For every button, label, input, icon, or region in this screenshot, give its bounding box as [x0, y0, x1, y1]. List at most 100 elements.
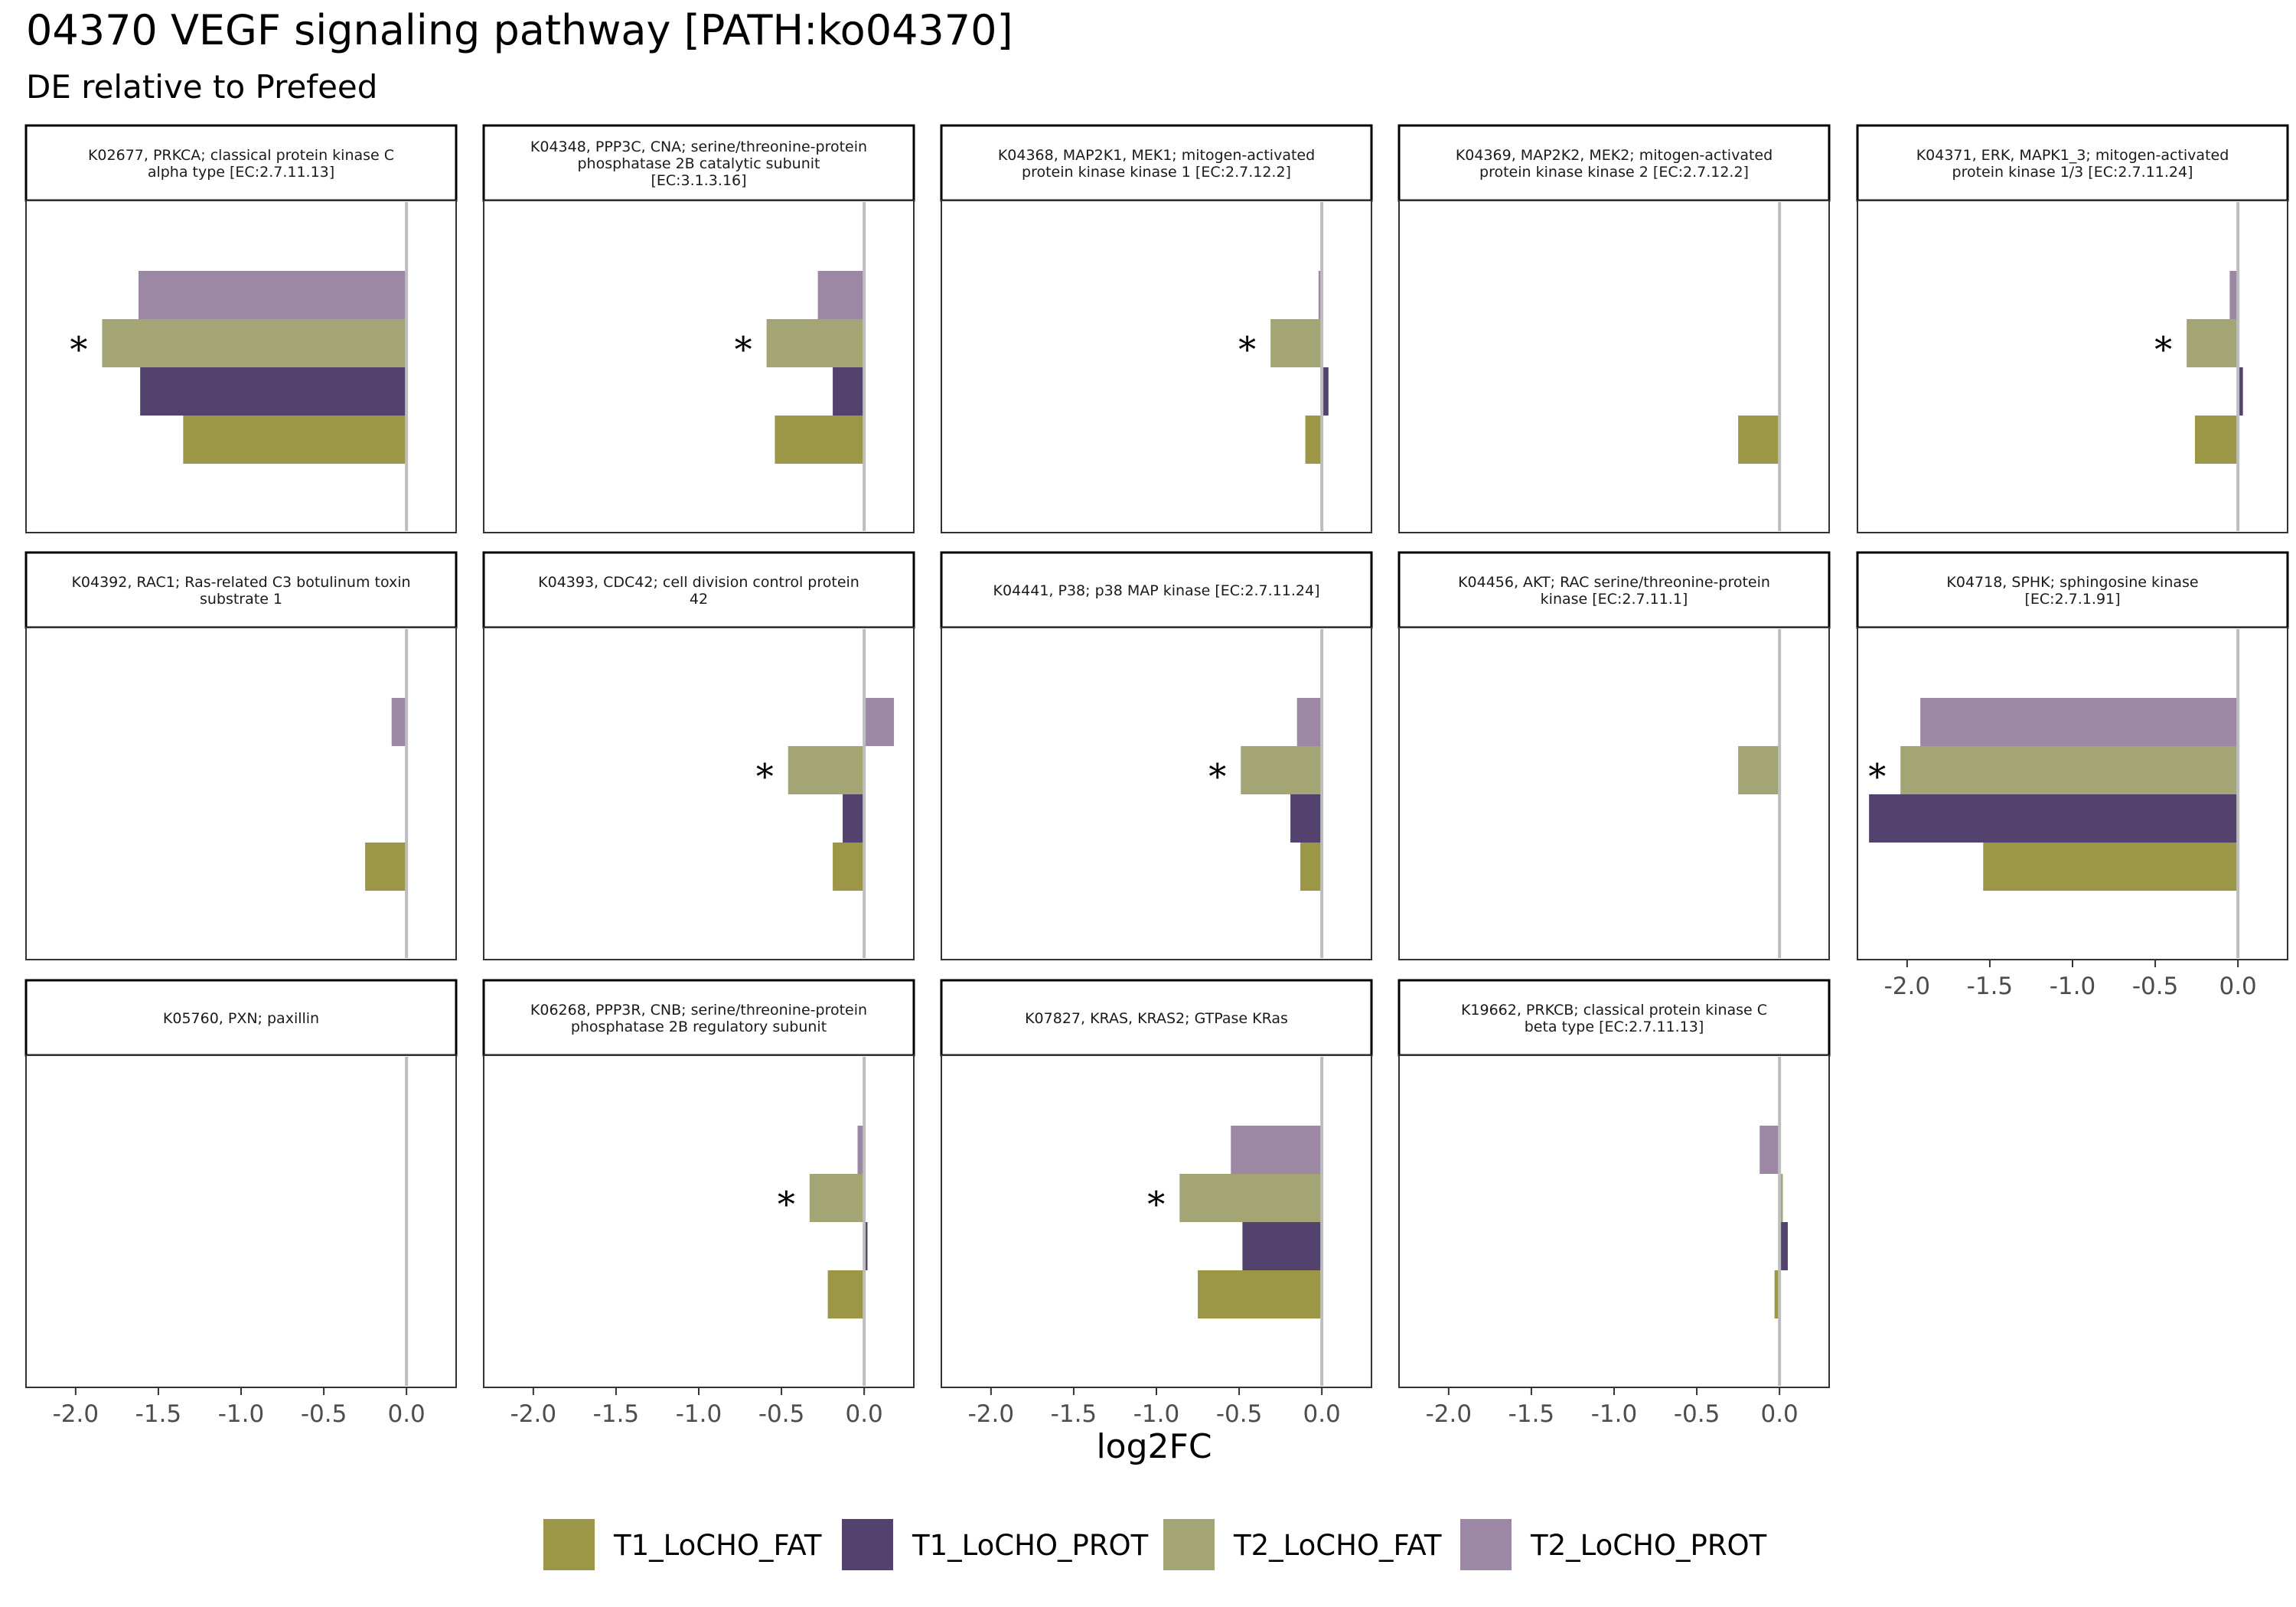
- x-tick-label: -2.0: [1426, 1400, 1473, 1428]
- bar-t2-locho-prot: [138, 271, 407, 319]
- bar-t1-locho-fat: [365, 843, 407, 891]
- facet-strip-label: K04393, CDC42; cell division control pro…: [538, 574, 859, 608]
- legend-label: T1_LoCHO_FAT: [613, 1529, 822, 1562]
- bar-t2-locho-fat: [1738, 746, 1780, 794]
- x-tick-label: -1.5: [1051, 1400, 1097, 1428]
- bar-t1-locho-prot: [1322, 367, 1329, 416]
- x-tick-label: -1.5: [593, 1400, 640, 1428]
- facet-strip-label: K04368, MAP2K1, MEK1; mitogen-activated p…: [998, 147, 1315, 181]
- legend: T1_LoCHO_FAT T1_LoCHO_PROT T2_LoCHO_FAT T2_…: [543, 1519, 1767, 1570]
- significance-star: *: [778, 1184, 795, 1225]
- bar-t1-locho-fat: [775, 416, 865, 464]
- x-axis-label: log2FC: [1096, 1427, 1212, 1466]
- significance-star: *: [70, 329, 87, 370]
- x-tick-label: 0.0: [2219, 973, 2256, 1000]
- facet-strip-label: K02677, PRKCA; classical protein kinase …: [88, 147, 394, 181]
- legend-item: T2_LoCHO_FAT: [1163, 1519, 1442, 1570]
- plot-panel: [1398, 1054, 1830, 1388]
- bar-t2-locho-prot: [391, 698, 407, 746]
- facet-panel: K04371, ERK, MAPK1_3; mitogen-activated p…: [1856, 124, 2289, 533]
- significance-star: *: [735, 329, 752, 370]
- facet-panel: K07827, KRAS, KRAS2; GTPase KRas * -2.0 -1.…: [940, 979, 1373, 1428]
- x-tick-label: -1.0: [1133, 1400, 1180, 1428]
- bar-t2-locho-fat: [809, 1174, 865, 1222]
- facet-panel: K04393, CDC42; cell division control pro…: [482, 551, 915, 960]
- bar-t2-locho-prot: [857, 1126, 865, 1174]
- bar-t1-locho-fat: [827, 1270, 865, 1319]
- facet-panel: K04718, SPHK; sphingosine kinase [EC:2.7.…: [1856, 551, 2289, 1000]
- facet-panel: K04456, AKT; RAC serine/threonine-protei…: [1397, 551, 1831, 960]
- bar-t1-locho-prot: [140, 367, 407, 416]
- facet-panel: K04348, PPP3C, CNA; serine/threonine-pro…: [482, 124, 915, 533]
- plot-panel: [1398, 200, 1830, 533]
- facet-panel: K19662, PRKCB; classical protein kinase …: [1397, 979, 1831, 1428]
- bar-t2-locho-fat: [1241, 746, 1322, 794]
- legend-label: T1_LoCHO_PROT: [912, 1529, 1149, 1562]
- facet-strip-label: K04371, ERK, MAPK1_3; mitogen-activated p…: [1916, 147, 2229, 181]
- facet-strip-label: K04392, RAC1; Ras-related C3 botulinum t…: [71, 574, 410, 608]
- bar-t1-locho-fat: [1983, 843, 2239, 891]
- bar-t2-locho-prot: [1318, 271, 1322, 319]
- facet-strip: [24, 124, 458, 202]
- facet-strip-label: K04441, P38; p38 MAP kinase [EC:2.7.11.2…: [993, 582, 1320, 599]
- bar-t1-locho-fat: [1305, 416, 1322, 464]
- legend-key: [543, 1519, 595, 1570]
- facet-strip: [482, 979, 915, 1057]
- facet-strip-label: K05760, PXN; paxillin: [163, 1010, 319, 1027]
- facet-strip-label: K19662, PRKCB; classical protein kinase …: [1461, 1002, 1767, 1035]
- bar-t2-locho-fat: [766, 319, 865, 367]
- significance-star: *: [1147, 1184, 1165, 1225]
- x-tick-label: -2.0: [1884, 973, 1931, 1000]
- legend-key: [1460, 1519, 1512, 1570]
- facet-strip-label: K04718, SPHK; sphingosine kinase [EC:2.7.…: [1946, 574, 2198, 608]
- x-tick-label: -0.5: [1674, 1400, 1720, 1428]
- x-tick-label: -1.0: [218, 1400, 265, 1428]
- x-tick-label: -2.0: [53, 1400, 99, 1428]
- significance-star: *: [1238, 329, 1256, 370]
- x-tick-label: -0.5: [301, 1400, 347, 1428]
- bar-t2-locho-fat: [1179, 1174, 1322, 1222]
- x-tick-label: 0.0: [387, 1400, 425, 1428]
- bar-t1-locho-prot: [864, 1222, 868, 1270]
- bar-t2-locho-prot: [1231, 1126, 1322, 1174]
- x-tick-label: -1.5: [1508, 1400, 1555, 1428]
- bar-t2-locho-prot: [817, 271, 865, 319]
- bar-t1-locho-prot: [843, 794, 865, 843]
- facet-strip-label: K04456, AKT; RAC serine/threonine-protei…: [1458, 574, 1770, 608]
- bar-t2-locho-fat: [1779, 1174, 1783, 1222]
- facet-strip: [1397, 551, 1831, 629]
- significance-star: *: [1208, 756, 1226, 797]
- facet-strip-label: K04369, MAP2K2, MEK2; mitogen-activated p…: [1456, 147, 1773, 181]
- bar-t1-locho-prot: [1869, 794, 2239, 843]
- facet-panel: K04369, MAP2K2, MEK2; mitogen-activated p…: [1397, 124, 1831, 533]
- x-tick-label: 0.0: [845, 1400, 882, 1428]
- chart-title: 04370 VEGF signaling pathway [PATH:ko043…: [26, 6, 1013, 54]
- facet-panels: K02677, PRKCA; classical protein kinase …: [24, 124, 2289, 1428]
- legend-label: T2_LoCHO_PROT: [1530, 1529, 1767, 1562]
- x-tick-label: -1.0: [1591, 1400, 1638, 1428]
- x-tick-label: -1.0: [676, 1400, 722, 1428]
- facet-strip: [482, 124, 915, 202]
- bar-t2-locho-prot: [1296, 698, 1322, 746]
- bar-t1-locho-fat: [833, 843, 865, 891]
- significance-star: *: [1868, 756, 1886, 797]
- plot-panel: [25, 1054, 457, 1388]
- x-tick-label: -0.5: [2132, 973, 2179, 1000]
- facet-panel: K05760, PXN; paxillin -2.0 -1.5 -1.0 -0.5 0.0: [24, 979, 458, 1428]
- facet-strip: [1397, 979, 1831, 1057]
- facet-strip: [1856, 124, 2289, 202]
- x-tick-label: -2.0: [510, 1400, 557, 1428]
- bar-t1-locho-prot: [2238, 367, 2243, 416]
- bar-t2-locho-fat: [1270, 319, 1322, 367]
- bar-t1-locho-prot: [1242, 1222, 1322, 1270]
- bar-t2-locho-fat: [788, 746, 865, 794]
- legend-item: T1_LoCHO_PROT: [842, 1519, 1149, 1570]
- facet-strip: [940, 124, 1373, 202]
- facet-strip-label: K04348, PPP3C, CNA; serine/threonine-pro…: [530, 139, 867, 189]
- bar-t2-locho-prot: [864, 698, 895, 746]
- legend-label: T2_LoCHO_FAT: [1233, 1529, 1442, 1562]
- x-tick-label: 0.0: [1760, 1400, 1798, 1428]
- legend-key: [1163, 1519, 1215, 1570]
- bar-t1-locho-prot: [833, 367, 865, 416]
